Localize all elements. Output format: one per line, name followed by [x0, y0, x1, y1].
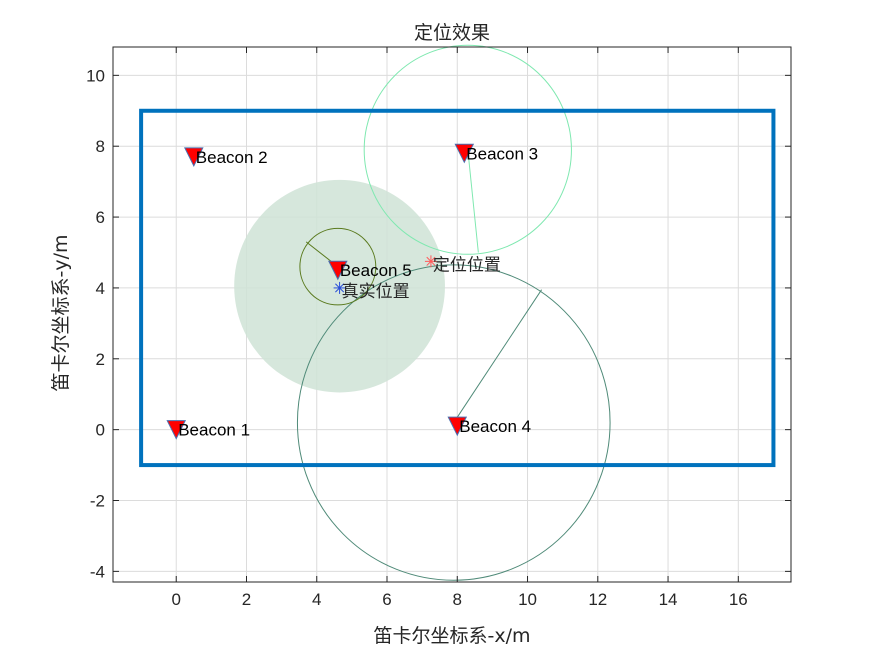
point-label-2: 真实位置: [342, 282, 410, 302]
x-tick-label: 6: [382, 590, 391, 609]
x-tick-label: 16: [729, 590, 748, 609]
y-tick-label: 6: [96, 208, 105, 227]
beacon-label-beacon-2: Beacon 2: [196, 148, 268, 167]
x-tick-label: 10: [518, 590, 537, 609]
point-marker-2: [333, 281, 346, 294]
y-tick-label: -4: [90, 562, 105, 581]
beacon-marker-beacon-4: [447, 416, 468, 437]
x-tick-label: 12: [588, 590, 607, 609]
beacon-label-beacon-3: Beacon 3: [466, 144, 538, 163]
x-tick-label: 14: [659, 590, 678, 609]
range-circle-beacon-4: [296, 264, 611, 581]
range-radius-beacon-3: [467, 149, 479, 253]
beacon-marker-beacon-3: [454, 143, 475, 164]
beacon-label-beacon-5: Beacon 5: [340, 261, 412, 280]
beacon-label-beacon-4: Beacon 4: [459, 417, 531, 436]
beacon-marker-beacon-2: [183, 147, 204, 167]
y-tick-label: 0: [96, 421, 105, 440]
point-marker-1: [424, 255, 437, 268]
range-circle-layer: [296, 44, 611, 581]
range-circle-beacon-3: [363, 44, 572, 255]
x-tick-label: 8: [453, 590, 462, 609]
beacon-marker-beacon-5: [328, 260, 348, 281]
tick-layer: 0 2 4 6 8 10 12 14 16 -4 -2 0 2 4 6 8 10: [86, 47, 791, 609]
area-boundary: [139, 108, 776, 468]
y-tick-label: 10: [86, 66, 105, 85]
plot-frame: [112, 46, 792, 583]
y-tick-label: 4: [96, 279, 105, 298]
y-tick-label: -2: [90, 492, 105, 511]
beacon-label-beacon-1: Beacon 1: [178, 421, 250, 440]
x-tick-label: 2: [242, 590, 251, 609]
boundary-layer: [139, 108, 776, 468]
range-circle-beacon-5: [299, 227, 377, 306]
y-tick-label: 2: [96, 350, 105, 369]
y-tick-label: 8: [96, 137, 105, 156]
chart-title: 定位效果: [414, 22, 490, 44]
beacon-layer: Beacon 1 Beacon 2 Beacon 3 Beacon 4 Beacon 5: [166, 143, 538, 440]
beacon-marker-beacon-1: [166, 420, 187, 440]
x-axis-label: 笛卡尔坐标系-x/m: [373, 625, 530, 647]
point-label-1: 定位位置: [433, 255, 501, 275]
x-tick-label: 4: [312, 590, 321, 609]
range-radius-beacon-4: [453, 289, 542, 423]
x-tick-label: 0: [171, 590, 180, 609]
y-axis-label: 笛卡尔坐标系-y/m: [50, 234, 72, 391]
grid-lines: [113, 47, 791, 582]
